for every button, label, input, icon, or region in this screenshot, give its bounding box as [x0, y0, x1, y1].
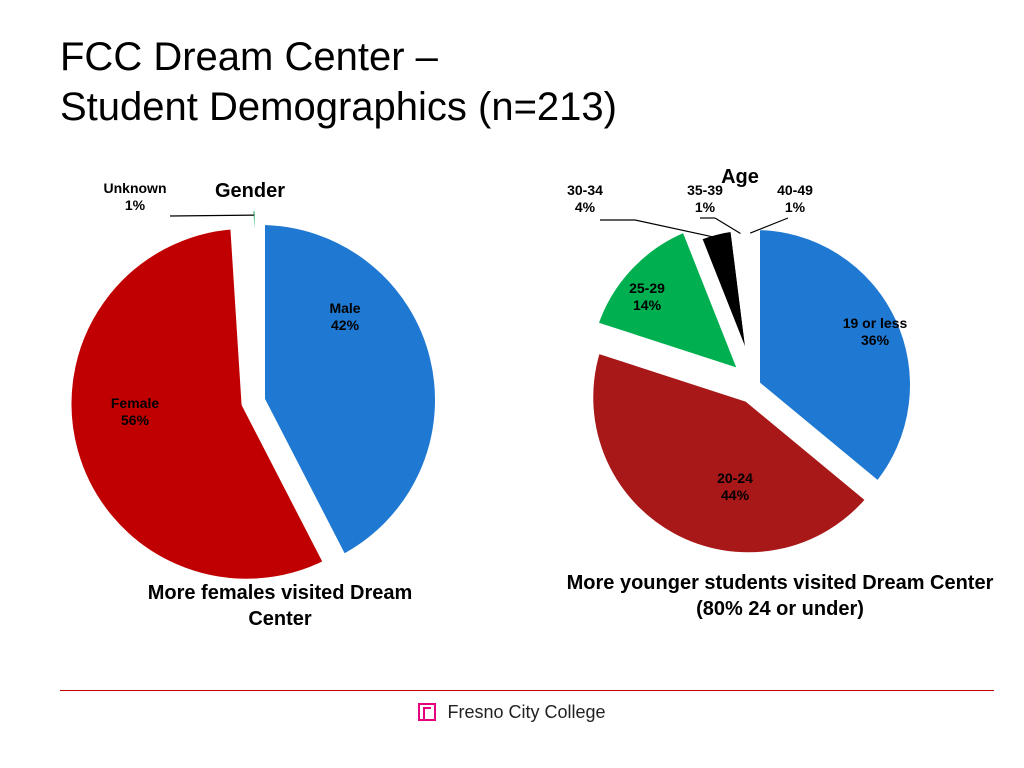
fcc-logo-icon — [418, 703, 436, 721]
footer: Fresno City College — [0, 702, 1024, 723]
gender-label-unknown: Unknown 1% — [95, 180, 175, 214]
charts-area: Gender Male 42% Female 56% Unknown 1% Mo… — [0, 170, 1024, 670]
pie-slice — [248, 206, 259, 386]
age-label-3539: 35-39 1% — [670, 182, 740, 216]
age-label-2024: 20-24 44% — [700, 470, 770, 504]
leader-line — [170, 215, 254, 216]
footer-text: Fresno City College — [447, 702, 605, 722]
title-line-2: Student Demographics (n=213) — [60, 85, 617, 129]
gender-label-female: Female 56% — [100, 395, 170, 429]
page-title: FCC Dream Center – Student Demographics … — [60, 32, 617, 132]
gender-pie-svg — [0, 170, 500, 630]
age-label-19: 19 or less 36% — [830, 315, 920, 349]
age-label-4049: 40-49 1% — [760, 182, 830, 216]
gender-caption: More females visited Dream Center — [130, 580, 430, 632]
footer-divider — [60, 690, 994, 691]
age-label-3034: 30-34 4% — [550, 182, 620, 216]
title-line-1: FCC Dream Center – — [60, 35, 438, 79]
age-pie-svg — [520, 170, 1020, 610]
age-caption: More younger students visited Dream Cent… — [550, 570, 1010, 622]
gender-chart-title: Gender — [170, 180, 330, 203]
gender-label-male: Male 42% — [315, 300, 375, 334]
age-label-2529: 25-29 14% — [612, 280, 682, 314]
